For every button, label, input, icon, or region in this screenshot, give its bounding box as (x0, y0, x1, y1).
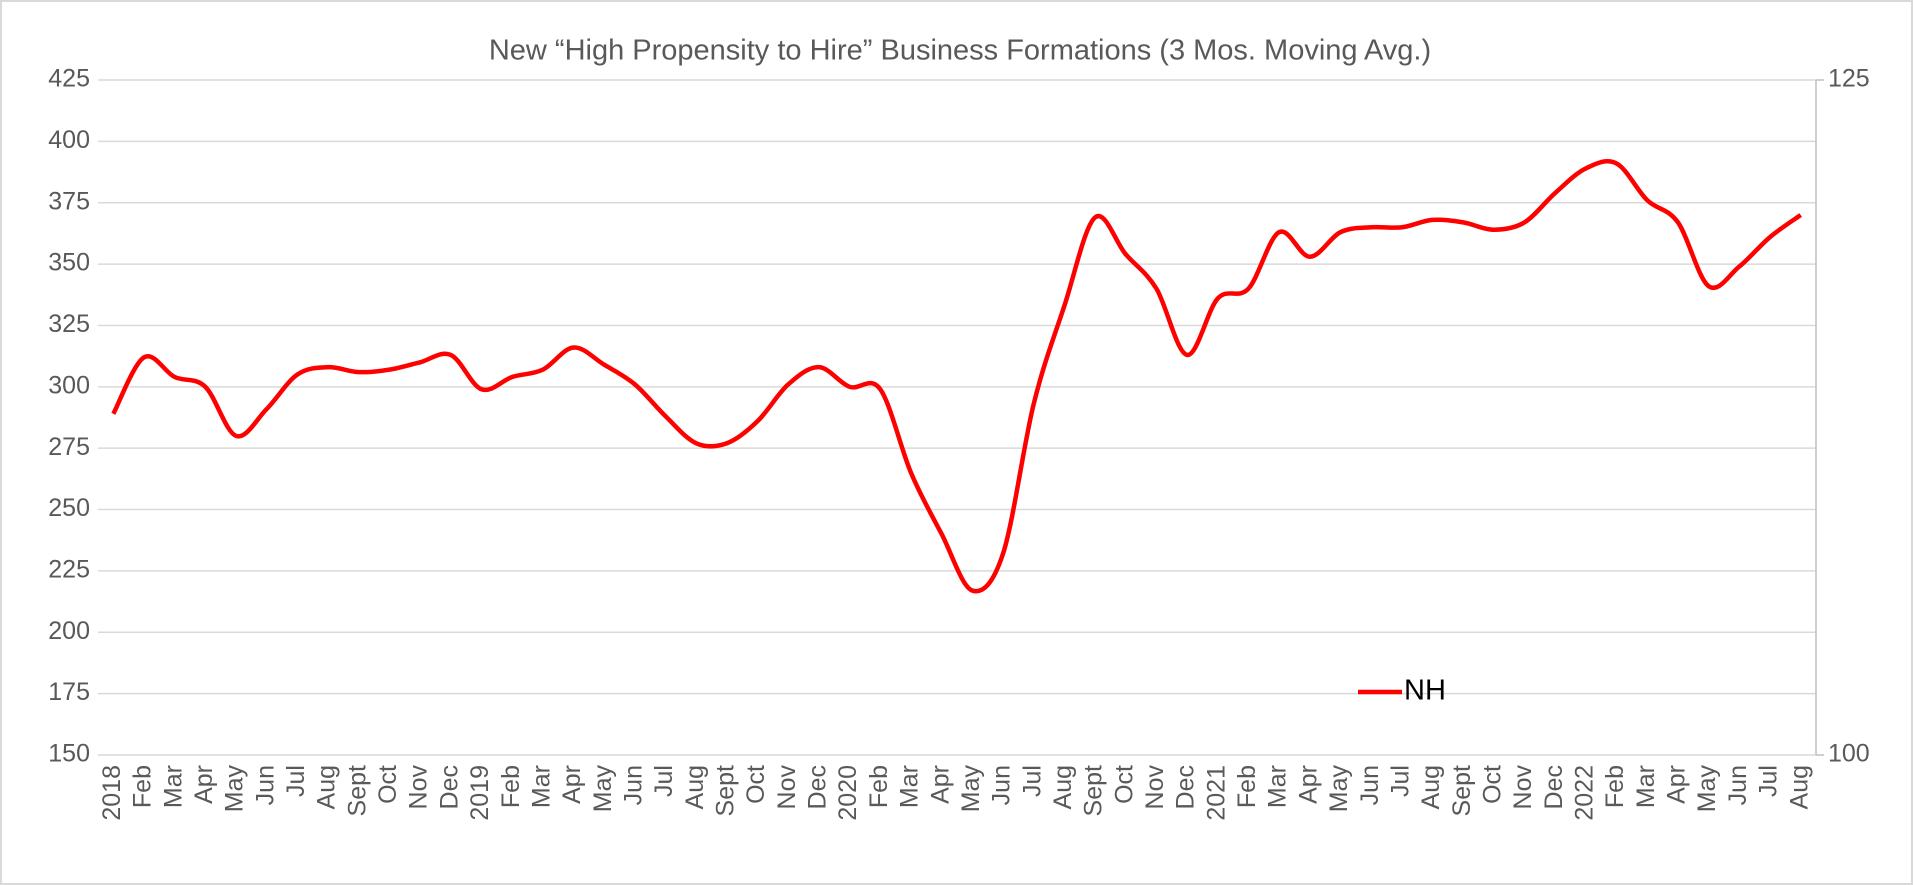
x-tick-label: 2022 (1571, 765, 1599, 821)
x-tick-label: Apr (1663, 765, 1691, 804)
y-tick-label: 275 (48, 433, 90, 461)
x-tick-label: Sept (1448, 765, 1476, 816)
x-tick-label: Dec (435, 765, 463, 809)
x-tick-label: Feb (1601, 765, 1629, 808)
x-tick-label: Nov (405, 765, 433, 810)
x-tick-label: Jul (1755, 765, 1783, 797)
x-tick-label: Jun (988, 765, 1016, 805)
x-tick-label: Jun (1356, 765, 1384, 805)
x-tick-label: Jun (619, 765, 647, 805)
y-tick-label: 250 (48, 494, 90, 522)
x-tick-label: Feb (129, 765, 157, 808)
x-tick-label: Feb (1233, 765, 1261, 808)
x-tick-label: Jul (1386, 765, 1414, 797)
x-tick-label: Jun (251, 765, 279, 805)
x-tick-label: Aug (1785, 765, 1813, 809)
y-tick-label: 175 (48, 678, 90, 706)
y-tick-label: 325 (48, 310, 90, 338)
x-tick-label: Aug (681, 765, 709, 809)
x-tick-label: Apr (558, 765, 586, 804)
x-tick-label: Dec (804, 765, 832, 809)
x-tick-label: Mar (1264, 765, 1292, 808)
x-tick-label: Oct (742, 765, 770, 804)
x-tick-label: Jun (1724, 765, 1752, 805)
y-tick-label: 150 (48, 740, 90, 768)
x-tick-label: Aug (1049, 765, 1077, 809)
x-tick-label: May (1693, 765, 1721, 813)
x-tick-label: 2019 (466, 765, 494, 821)
x-tick-label: Sept (343, 765, 371, 816)
x-tick-label: May (221, 765, 249, 813)
x-tick-label: Mar (159, 765, 187, 808)
y-tick-label: 300 (48, 371, 90, 399)
chart-title: New “High Propensity to Hire” Business F… (489, 35, 1431, 67)
x-tick-label: Oct (374, 765, 402, 804)
x-tick-label: Mar (896, 765, 924, 808)
y2-tick-label: 100 (1828, 740, 1870, 768)
y-tick-label: 425 (48, 65, 90, 93)
x-tick-label: Jul (282, 765, 310, 797)
x-tick-label: 2020 (834, 765, 862, 821)
x-tick-label: 2018 (98, 765, 126, 821)
x-tick-label: May (589, 765, 617, 813)
x-tick-label: Dec (1172, 765, 1200, 809)
y-tick-label: 200 (48, 617, 90, 645)
x-tick-label: May (1325, 765, 1353, 813)
y-tick-label: 375 (48, 187, 90, 215)
y-tick-label: 400 (48, 126, 90, 154)
legend-label: NH (1404, 675, 1446, 707)
x-tick-label: Nov (1141, 765, 1169, 810)
x-tick-label: Feb (497, 765, 525, 808)
x-tick-label: Sept (1080, 765, 1108, 816)
x-tick-label: Aug (313, 765, 341, 809)
x-tick-label: Oct (1478, 765, 1506, 804)
x-tick-label: Nov (1509, 765, 1537, 810)
x-tick-label: Jul (650, 765, 678, 797)
y-tick-label: 350 (48, 249, 90, 277)
line-series (111, 159, 1802, 594)
x-tick-label: Mar (1632, 765, 1660, 808)
x-tick-label: Apr (190, 765, 218, 804)
x-tick-label: Sept (712, 765, 740, 816)
x-tick-label: 2021 (1202, 765, 1230, 821)
y-tick-label: 225 (48, 556, 90, 584)
x-tick-label: Apr (926, 765, 954, 804)
x-tick-label: Dec (1540, 765, 1568, 809)
x-tick-label: Oct (1110, 765, 1138, 804)
y2-tick-label: 125 (1828, 65, 1870, 93)
x-tick-label: Nov (773, 765, 801, 810)
x-tick-label: Aug (1417, 765, 1445, 809)
x-tick-label: Jul (1018, 765, 1046, 797)
x-tick-label: May (957, 765, 985, 813)
x-tick-label: Mar (527, 765, 555, 808)
x-tick-label: Feb (865, 765, 893, 808)
x-tick-label: Apr (1294, 765, 1322, 804)
